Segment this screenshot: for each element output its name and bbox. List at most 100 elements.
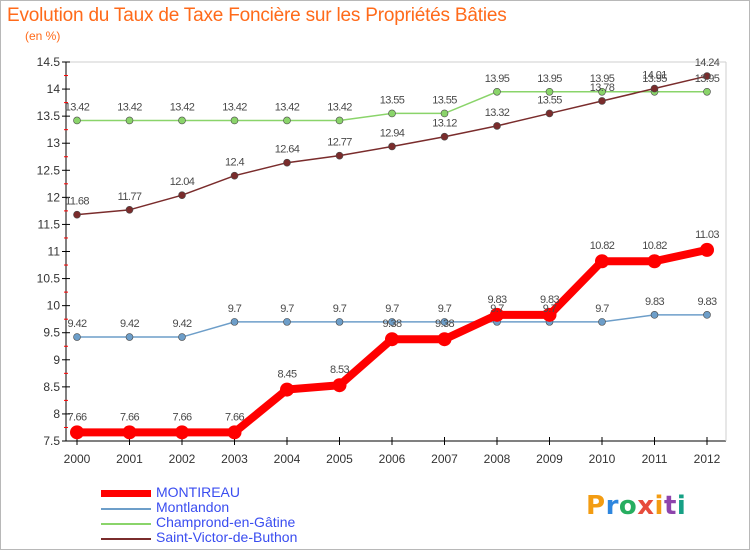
data-label-montireau: 9.83: [540, 294, 559, 306]
data-label-saint-victor: 12.64: [275, 144, 300, 156]
brand-letter: t: [663, 491, 677, 521]
data-label-montlandon: 9.83: [697, 296, 716, 308]
x-tick-label: 2001: [116, 452, 143, 466]
data-label-saint-victor: 14.24: [695, 57, 720, 69]
data-point-saint-victor: [598, 97, 606, 105]
data-point-champrond: [230, 116, 239, 125]
data-point-saint-victor: [230, 171, 239, 180]
data-point-montlandon: [73, 333, 81, 341]
data-point-saint-victor: [545, 109, 554, 118]
data-point-montlandon: [440, 318, 449, 326]
data-point-champrond: [335, 116, 344, 125]
x-tick-label: 2005: [326, 452, 353, 466]
data-point-montireau: [647, 254, 662, 269]
data-label-champrond: 13.95: [695, 73, 720, 85]
series-layer: [70, 72, 714, 440]
data-point-champrond: [703, 87, 711, 96]
data-point-montlandon: [230, 318, 239, 326]
data-labels-layer: 13.42 13.42 13.42 13.42 13.42 13.42 13.55 13.55…: [65, 57, 721, 423]
data-label-montlandon: 9.7: [228, 303, 242, 315]
data-point-saint-victor: [440, 132, 449, 141]
y-tick-label: 10: [47, 299, 61, 313]
data-label-montireau: 7.66: [225, 411, 244, 423]
data-point-saint-victor: [493, 122, 501, 130]
data-point-saint-victor: [125, 206, 134, 214]
data-point-montireau: [437, 332, 452, 347]
data-point-champrond: [283, 116, 291, 125]
x-tick-label: 2007: [431, 452, 458, 466]
legend-swatch-montlandon: [101, 508, 151, 510]
data-point-champrond: [493, 87, 501, 96]
chart-title: Evolution du Taux de Taxe Foncière sur l…: [7, 5, 507, 26]
data-point-montireau: [490, 307, 504, 322]
data-point-champrond: [73, 116, 81, 125]
data-label-montlandon: 9.7: [280, 303, 294, 315]
data-point-saint-victor: [73, 210, 81, 219]
legend-swatch-champrond: [101, 523, 151, 525]
y-tick-label: 11: [48, 245, 61, 259]
data-label-champrond: 13.95: [590, 73, 615, 85]
data-label-champrond: 13.42: [65, 101, 90, 113]
chart-axes: 7.5 8 8.5 9 9.5 10 10.5 11 11.5 12 12.5 13 13.5 14 14.…: [37, 55, 727, 466]
legend-label-champrond: Champrond-en-Gâtine: [156, 514, 296, 530]
data-point-champrond: [178, 116, 186, 125]
y-tick-label: 13: [47, 136, 61, 150]
data-label-champrond: 13.95: [537, 73, 562, 85]
y-tick-label: 8: [53, 407, 60, 421]
data-point-montireau: [332, 378, 347, 393]
data-label-montlandon: 9.7: [490, 303, 504, 315]
data-label-saint-victor: 12.94: [380, 127, 405, 139]
data-label-champrond: 13.55: [432, 94, 457, 106]
data-point-montlandon: [283, 318, 291, 326]
data-label-montireau: 8.53: [330, 364, 349, 376]
brand-letter: P: [586, 491, 606, 521]
legend-label-montlandon: Montlandon: [156, 499, 230, 515]
data-label-saint-victor: 11.68: [65, 196, 89, 208]
data-point-champrond: [598, 87, 606, 96]
x-tick-label: 2003: [221, 452, 248, 466]
x-tick-label: 2002: [169, 452, 196, 466]
legend-label-montireau: MONTIREAU: [156, 484, 240, 500]
data-label-saint-victor: 13.78: [590, 82, 615, 94]
data-point-montireau: [280, 382, 294, 397]
data-label-montlandon: 9.7: [438, 303, 452, 315]
y-tick-label: 9: [53, 353, 60, 367]
data-point-montlandon: [703, 311, 711, 319]
data-label-saint-victor: 12.77: [327, 137, 352, 149]
y-axis-unit-label: (en %): [25, 29, 61, 43]
legend-swatch-saint-victor: [101, 538, 151, 540]
data-point-champrond: [545, 87, 554, 96]
data-point-montireau: [227, 425, 242, 440]
data-point-montlandon: [125, 333, 134, 341]
data-point-montireau: [175, 425, 189, 440]
data-label-saint-victor: 13.32: [485, 107, 510, 119]
data-label-saint-victor: 12.04: [170, 176, 195, 188]
y-tick-label: 13.5: [37, 109, 61, 123]
y-tick-label: 11.5: [38, 217, 61, 231]
y-tick-label: 8.5: [43, 380, 60, 394]
data-label-montireau: 11.03: [695, 229, 719, 241]
data-label-montireau: 9.38: [435, 318, 454, 330]
brand-letter: i: [654, 491, 664, 521]
data-point-saint-victor: [703, 72, 711, 80]
data-point-saint-victor: [650, 84, 659, 93]
data-label-champrond: 13.95: [642, 73, 667, 85]
data-label-montireau: 9.38: [382, 318, 401, 330]
data-label-montireau: 10.82: [590, 240, 615, 252]
data-point-montlandon: [388, 318, 396, 326]
legend-swatch-montireau: [101, 490, 151, 497]
data-label-champrond: 13.42: [327, 101, 352, 113]
data-point-montireau: [385, 332, 399, 347]
x-tick-label: 2006: [379, 452, 406, 466]
data-label-saint-victor: 12.4: [225, 157, 244, 169]
data-label-montireau: 8.45: [277, 369, 296, 381]
data-label-montireau: 7.66: [67, 411, 86, 423]
y-tick-label: 14.5: [37, 55, 61, 69]
data-label-montlandon: 9.83: [645, 296, 664, 308]
y-tick-label: 9.5: [43, 326, 60, 340]
data-point-montlandon: [598, 318, 606, 326]
data-label-montireau: 7.66: [172, 411, 191, 423]
data-point-saint-victor: [388, 142, 396, 151]
y-tick-label: 14: [47, 82, 61, 96]
